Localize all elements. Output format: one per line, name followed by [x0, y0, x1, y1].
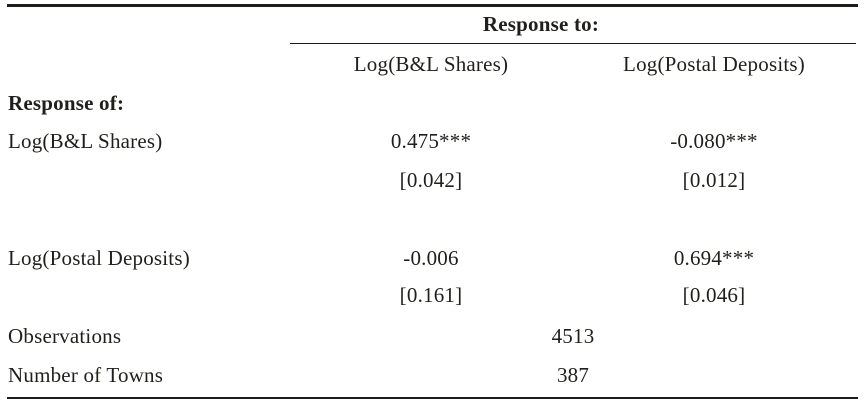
row-label-postal-deposits: Log(Postal Deposits): [8, 245, 190, 270]
row-group-header-row: Response of:: [0, 84, 864, 122]
se-postal-on-bl: [0.161]: [399, 282, 463, 307]
number-of-towns-value: 387: [556, 362, 590, 387]
se-postal-on-postal: [0.046]: [682, 282, 746, 307]
table-row-postal-deposits-se: [0.161] [0.046]: [0, 276, 864, 314]
coef-postal-on-postal: 0.694***: [673, 245, 755, 270]
observations-value: 4513: [551, 323, 595, 348]
number-of-towns-label: Number of Towns: [8, 362, 164, 387]
coef-bl-on-postal: -0.080***: [670, 128, 758, 153]
se-bl-on-bl: [0.042]: [399, 167, 463, 192]
column-header-bl-shares: Log(B&L Shares): [353, 51, 509, 76]
row-label-bl-shares: Log(B&L Shares): [8, 128, 163, 153]
top-rule: [7, 4, 858, 7]
table-row-number-of-towns: Number of Towns 387: [0, 358, 864, 392]
column-header-row: Log(B&L Shares) Log(Postal Deposits): [0, 44, 864, 84]
table-row-bl-shares-se: [0.042] [0.012]: [0, 160, 864, 200]
table-row-postal-deposits-coef: Log(Postal Deposits) -0.006 0.694***: [0, 240, 864, 276]
spanner-header-label: Response to:: [482, 12, 600, 36]
coef-postal-on-bl: -0.006: [403, 245, 459, 270]
row-gap: [0, 200, 864, 240]
regression-table: Response to: Log(B&L Shares) Log(Postal …: [0, 6, 864, 392]
spanner-header-row: Response to:: [0, 6, 864, 44]
coef-bl-on-bl: 0.475***: [390, 128, 472, 153]
table-row-bl-shares-coef: Log(B&L Shares) 0.475*** -0.080***: [0, 122, 864, 160]
se-bl-on-postal: [0.012]: [682, 167, 746, 192]
observations-label: Observations: [8, 323, 122, 348]
column-header-postal-deposits: Log(Postal Deposits): [623, 51, 805, 76]
bottom-rule: [7, 397, 858, 399]
row-group-header-label: Response of:: [8, 90, 125, 115]
table-row-observations: Observations 4513: [0, 314, 864, 358]
spanner-header-cell: Response to:: [290, 6, 856, 44]
